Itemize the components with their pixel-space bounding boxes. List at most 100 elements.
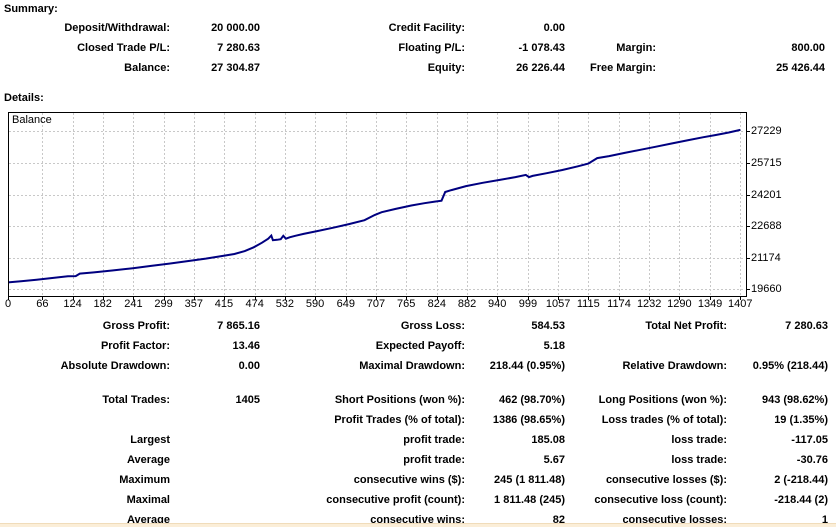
stat-value: [170, 430, 260, 450]
stat-value: -117.05: [791, 434, 828, 446]
x-axis-label: 940: [488, 298, 507, 310]
stat-label: Profit Trades (% of total):: [334, 414, 465, 426]
y-axis-label: 24201: [751, 188, 782, 201]
y-axis-label: 25715: [751, 157, 782, 170]
stat-label: Gross Profit:: [102, 320, 170, 332]
stat-label: Closed Trade P/L:: [77, 42, 170, 54]
stat-value: 943 (98.62%): [761, 394, 828, 406]
stat-value: [170, 470, 260, 490]
stat-label: [0, 410, 170, 430]
details-table-profit: Gross Profit: 7 865.16 Gross Loss: 584.53 To…: [0, 316, 828, 376]
stat-value: 27 304.87: [211, 62, 260, 74]
x-axis-label: 182: [93, 298, 112, 310]
stat-label: profit trade:: [403, 454, 465, 466]
stat-value: 2 (-218.44): [774, 474, 828, 486]
stat-label: [565, 18, 656, 38]
stat-label: Total Net Profit:: [645, 320, 727, 332]
stat-label: Loss trades (% of total):: [601, 414, 727, 426]
stat-label: Equity:: [427, 62, 465, 74]
stat-value: 25 426.44: [776, 62, 825, 74]
stat-value: [170, 490, 260, 510]
y-axis-label: 27229: [751, 125, 782, 138]
stat-value: 5.67: [543, 454, 565, 466]
stat-value: 1: [821, 514, 828, 526]
stat-value: 13.46: [232, 340, 260, 352]
stat-value: 26 226.44: [516, 62, 565, 74]
stat-value: [170, 450, 260, 470]
x-axis-label: 1407: [728, 298, 753, 310]
x-axis-label: 299: [154, 298, 173, 310]
stat-value: 1405: [235, 394, 260, 406]
x-axis-label: 999: [518, 298, 538, 310]
stat-label: [565, 336, 727, 356]
balance-chart-canvas: [7, 112, 750, 300]
x-axis-label: 1115: [576, 298, 600, 310]
stat-value: 7 280.63: [785, 320, 828, 332]
x-axis-label: 1232: [636, 298, 662, 310]
stat-label: Profit Factor:: [100, 340, 170, 352]
stat-value: 0.95% (218.44): [752, 360, 828, 372]
summary-heading: Summary:: [4, 3, 58, 15]
chart-border: [8, 112, 747, 297]
x-axis-label: 66: [36, 298, 49, 310]
stat-value: 185.08: [531, 434, 565, 446]
stat-label: consecutive loss (count):: [594, 494, 727, 506]
x-axis-label: 1290: [667, 298, 692, 310]
x-axis-label: 765: [396, 298, 416, 310]
stat-label: consecutive wins ($):: [353, 474, 465, 486]
stat-label: loss trade:: [671, 454, 727, 466]
stat-value: 5.18: [543, 340, 565, 352]
x-axis-label: 532: [275, 298, 295, 310]
y-axis-label: 21174: [751, 251, 781, 264]
summary-table: Deposit/Withdrawal: 20 000.00 Credit Facil…: [0, 18, 825, 78]
stat-value: -1 078.43: [518, 42, 565, 54]
stat-value: 0.00: [543, 22, 565, 34]
stat-value: 218.44 (0.95%): [489, 360, 565, 372]
stat-label: Credit Facility:: [388, 22, 465, 34]
stat-label: Maximal Drawdown:: [359, 360, 465, 372]
stat-label: Short Positions (won %):: [334, 394, 465, 406]
stat-label: Floating P/L:: [398, 42, 465, 54]
x-axis-label: 1349: [697, 298, 723, 310]
stat-value: -30.76: [796, 454, 828, 466]
balance-line: [7, 128, 741, 284]
x-axis-label: 241: [124, 298, 143, 310]
x-axis-label: 474: [245, 298, 264, 310]
stat-value: -218.44 (2): [774, 494, 828, 506]
stat-value: 0.00: [238, 360, 260, 372]
stat-value: 245 (1 811.48): [494, 474, 565, 486]
stat-label: Maximal: [126, 494, 170, 506]
stat-value: 19 (1.35%): [774, 414, 828, 426]
stat-label: Long Positions (won %):: [598, 394, 727, 406]
stat-label: profit trade:: [403, 434, 465, 446]
x-axis-label: 1057: [545, 298, 571, 310]
x-axis-label: 124: [63, 298, 82, 310]
x-axis-label: 882: [457, 298, 477, 310]
chart-legend-balance: Balance: [12, 114, 52, 126]
stat-value: [656, 18, 825, 38]
stat-value: 20 000.00: [211, 22, 260, 34]
stat-value: [170, 410, 260, 430]
stat-label: consecutive profit (count):: [326, 494, 465, 506]
x-axis-label: 590: [305, 298, 325, 310]
stat-label: Relative Drawdown:: [622, 360, 727, 372]
stat-label: Deposit/Withdrawal:: [64, 22, 170, 34]
x-axis-label: 415: [214, 298, 234, 310]
x-axis-label: 649: [336, 298, 355, 310]
x-axis-label: 1174: [607, 298, 631, 310]
x-axis-label: 824: [427, 298, 447, 310]
stat-label: Free Margin:: [589, 62, 656, 74]
stat-value: 1 811.48 (245): [494, 494, 565, 506]
stat-value: 584.53: [531, 320, 565, 332]
x-axis-label: 707: [366, 298, 386, 310]
y-axis-label: 22688: [751, 220, 782, 233]
stat-label: Balance:: [124, 62, 170, 74]
stat-value: 7 865.16: [217, 320, 260, 332]
stat-value: 462 (98.70%): [498, 394, 565, 406]
stat-label: Margin:: [616, 42, 656, 54]
stat-label: Average: [126, 454, 170, 466]
details-table-trades: Total Trades: 1405 Short Positions (won %)…: [0, 390, 828, 527]
stat-label: Gross Loss:: [400, 320, 465, 332]
stat-value: 7 280.63: [217, 42, 260, 54]
